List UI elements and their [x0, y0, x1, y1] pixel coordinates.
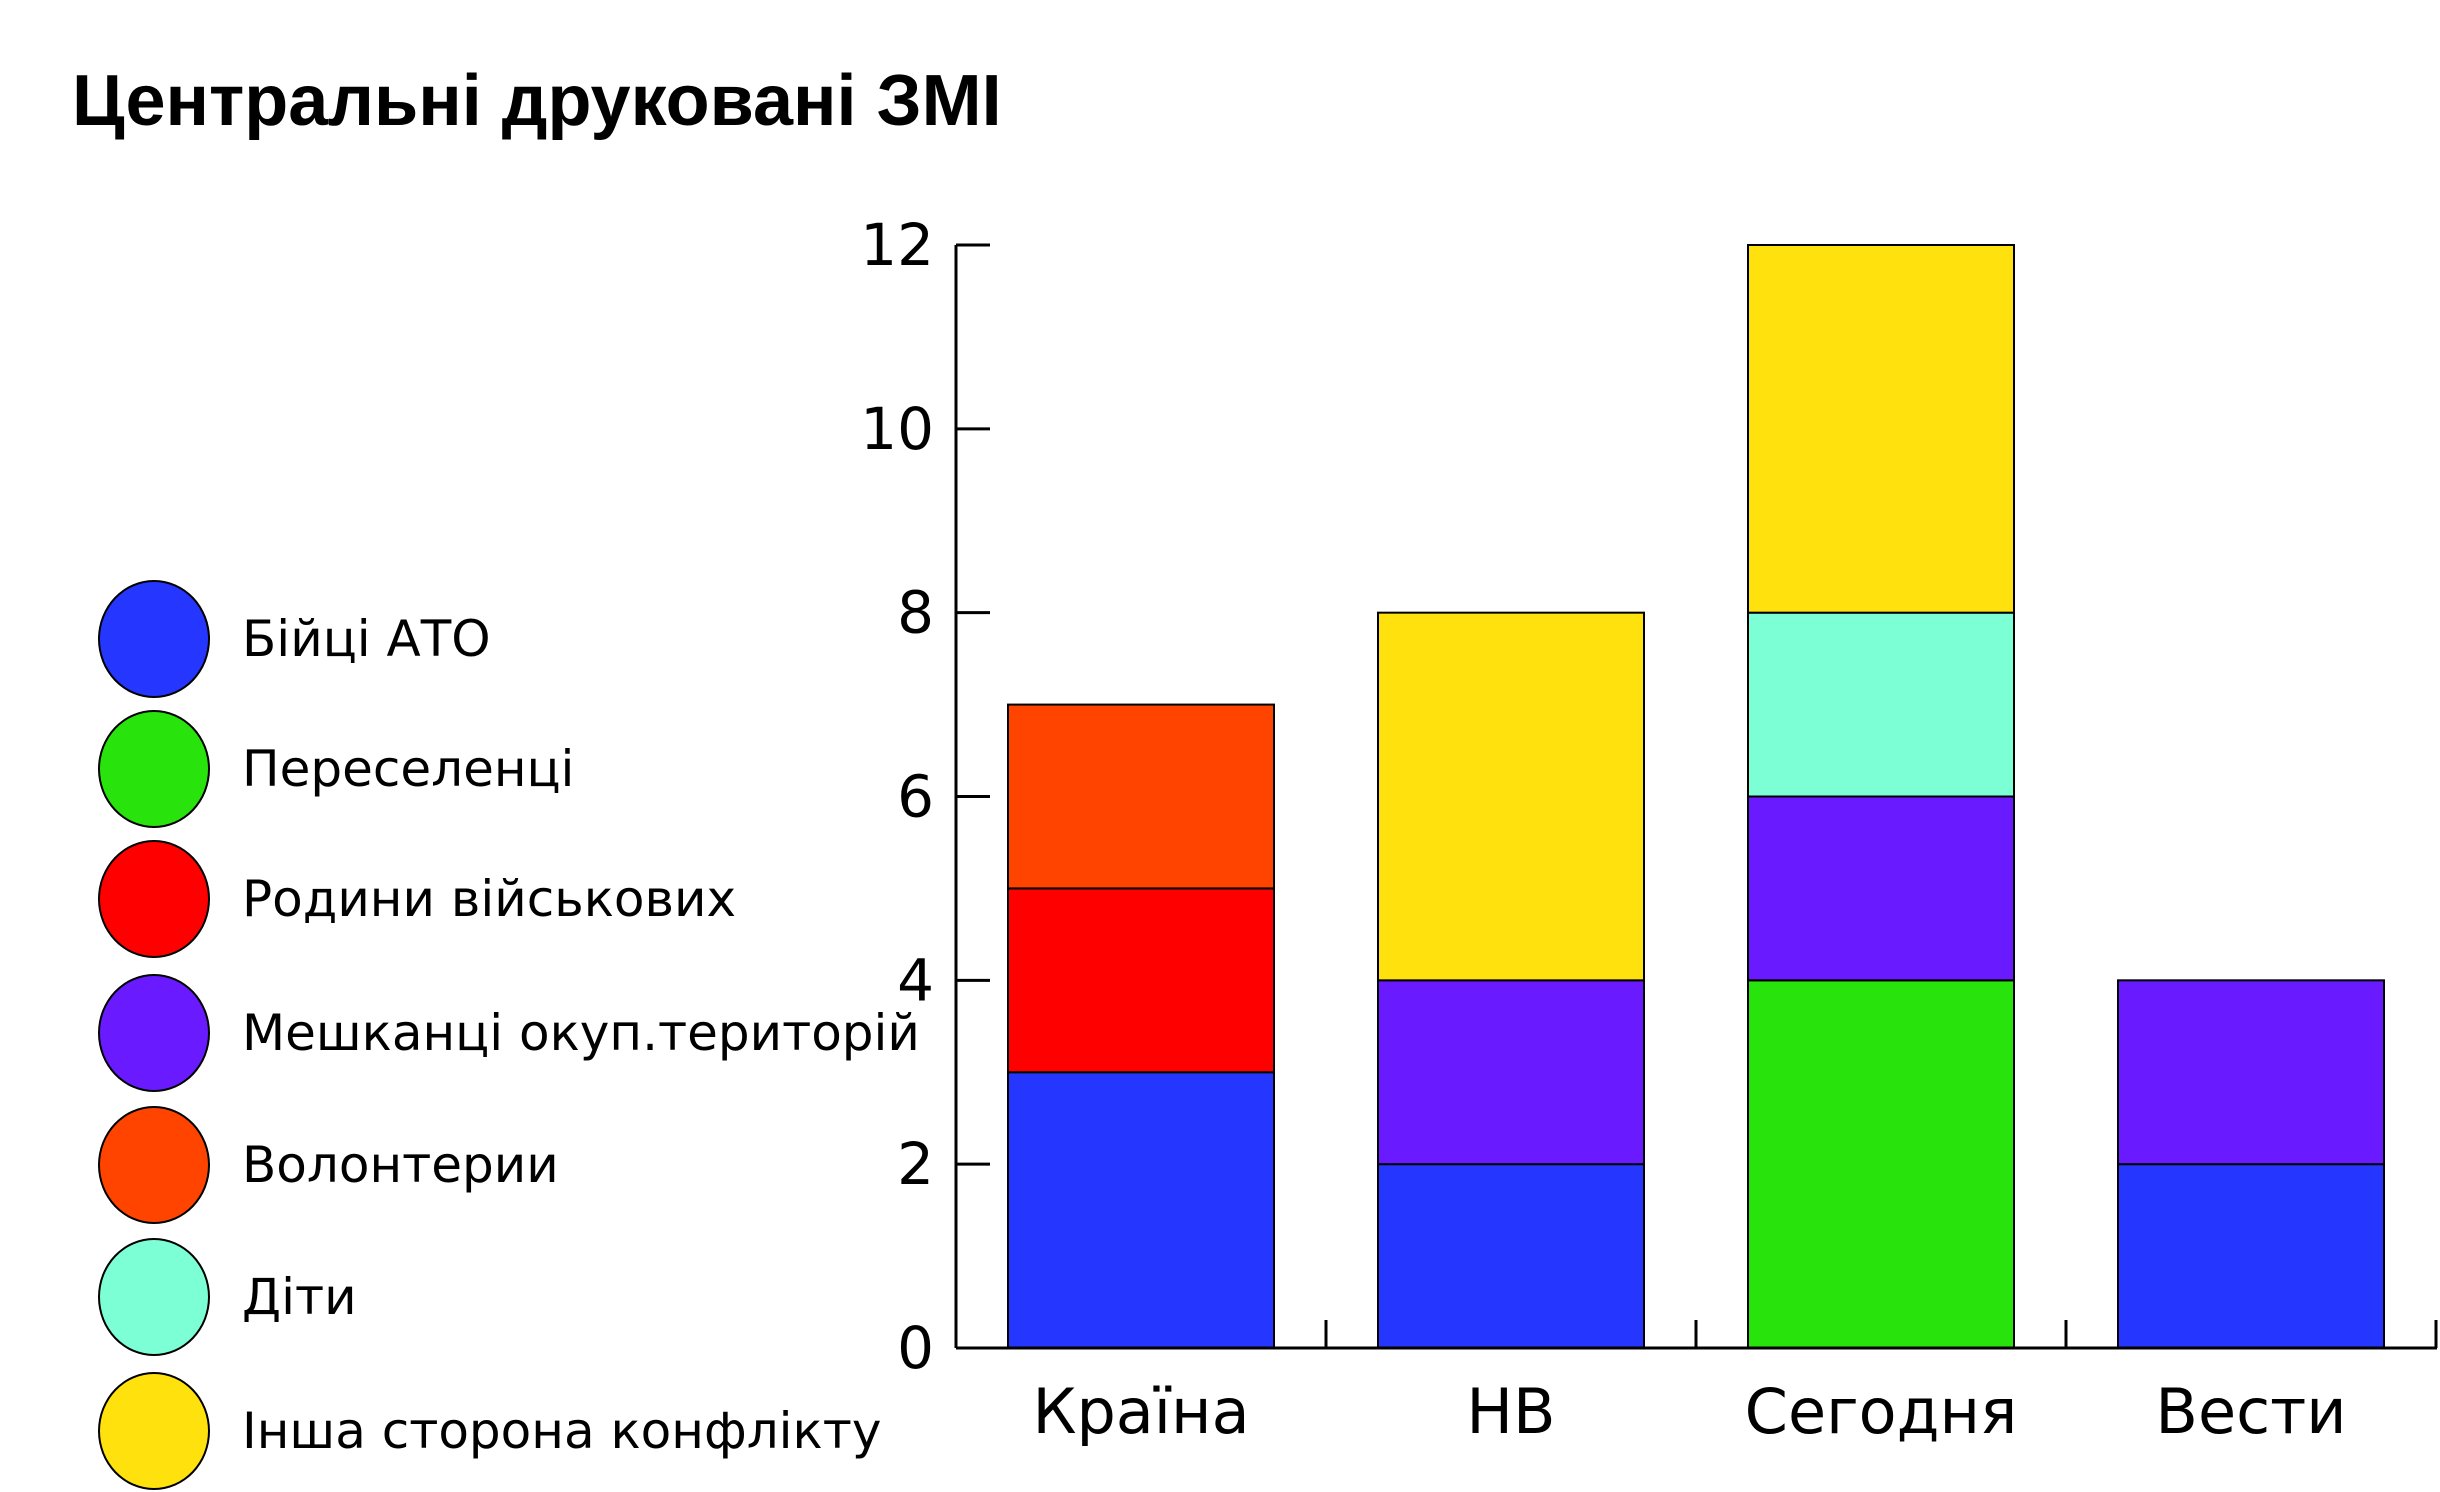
legend-label: Родини військових [242, 870, 737, 928]
bar-segment [1747, 979, 2015, 1349]
legend-swatch [98, 1106, 210, 1224]
legend-item: Переселенці [98, 710, 858, 830]
legend-item: Волонтерии [98, 1106, 858, 1226]
legend-item: Мешканці окуп.територій [98, 974, 920, 1094]
bar-segment [1747, 611, 2015, 798]
legend-swatch [98, 580, 210, 698]
bar-segment [1747, 244, 2015, 614]
bar-segment [2117, 1163, 2385, 1349]
legend-label: Бійці АТО [242, 610, 491, 668]
bar-segment [1377, 1163, 1645, 1349]
legend-swatch [98, 974, 210, 1092]
bar-segment [1377, 611, 1645, 982]
bar-segment [1007, 703, 1275, 890]
legend-label: Мешканці окуп.територій [242, 1004, 920, 1062]
bar-segment [1007, 1071, 1275, 1349]
legend-swatch [98, 1238, 210, 1356]
bar-segment [1007, 887, 1275, 1074]
x-category-label: Країна [1032, 1375, 1249, 1448]
y-tick-label: 12 [860, 211, 934, 279]
legend-swatch [98, 840, 210, 958]
y-tick-label: 2 [897, 1130, 934, 1198]
legend-swatch [98, 1372, 210, 1490]
y-tick-label: 4 [897, 946, 934, 1014]
bar-segment [2117, 979, 2385, 1166]
x-category-label: Сегодня [1745, 1375, 2018, 1448]
legend-swatch [98, 710, 210, 828]
legend-item: Інша сторона конфлікту [98, 1372, 881, 1492]
bar-segment [1747, 795, 2015, 982]
y-tick-label: 8 [897, 579, 934, 647]
chart-title: Центральні друковані ЗМІ [72, 61, 1002, 141]
y-tick-label: 10 [860, 395, 934, 463]
legend-item: Діти [98, 1238, 858, 1358]
bar-segment [1377, 979, 1645, 1166]
legend-label: Волонтерии [242, 1136, 559, 1194]
legend-item: Бійці АТО [98, 580, 858, 700]
legend-item: Родини військових [98, 840, 858, 960]
legend-label: Інша сторона конфлікту [242, 1402, 882, 1460]
x-category-label: НВ [1466, 1375, 1555, 1448]
x-category-label: Вести [2155, 1375, 2346, 1448]
legend-label: Діти [242, 1268, 357, 1326]
legend-label: Переселенці [242, 740, 575, 798]
y-tick-label: 0 [897, 1314, 934, 1382]
y-tick-label: 6 [897, 763, 934, 831]
